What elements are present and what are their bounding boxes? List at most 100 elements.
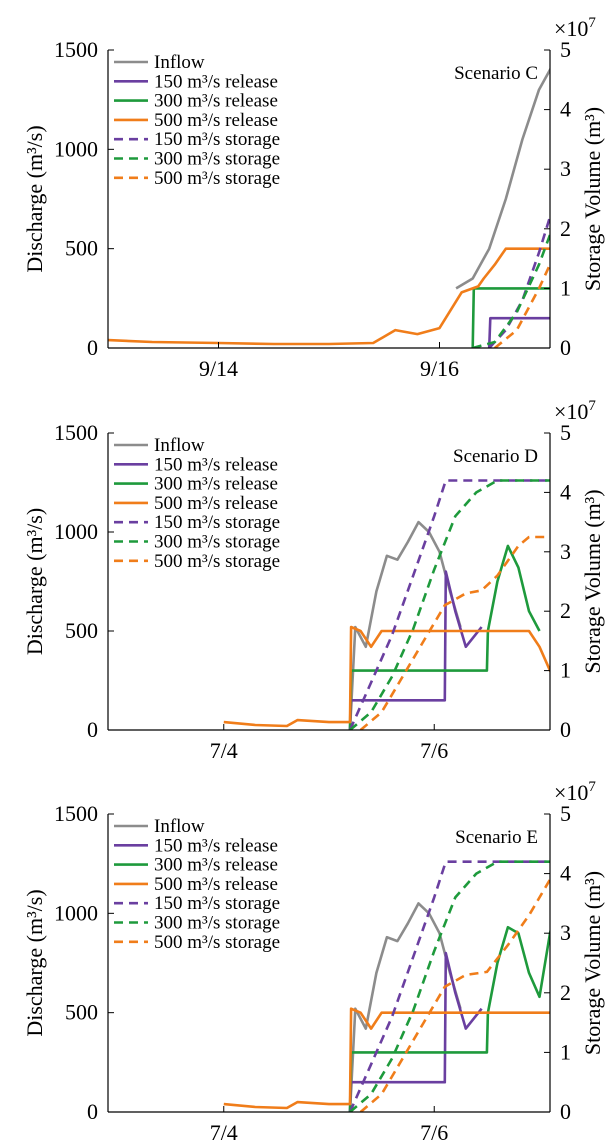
y-tick-label-left: 1000 <box>54 519 98 544</box>
x-tick-label: 7/4 <box>210 1120 238 1142</box>
y-tick-label-right: 1 <box>560 1039 571 1064</box>
legend-label-0: Inflow <box>154 816 205 837</box>
legend-label-4: 150 m³/s storage <box>154 893 280 914</box>
legend-label-6: 500 m³/s storage <box>154 932 280 953</box>
y-tick-label-right: 5 <box>560 801 571 826</box>
y-tick-label-right: 5 <box>560 37 571 62</box>
legend-label-5: 300 m³/s storage <box>154 149 280 170</box>
series-line-0 <box>455 67 550 290</box>
legend-label-0: Inflow <box>154 435 205 456</box>
y-axis-label-left: Discharge (m³/s) <box>22 508 47 655</box>
chart-panel-2: 7/47/67/8050010001500012345×107Discharge… <box>22 779 605 1142</box>
chart-panel-0: 9/149/169/18050010001500012345×107Discha… <box>22 15 605 381</box>
scenario-label: Scenario E <box>455 827 538 848</box>
y-tick-label-right: 2 <box>560 598 571 623</box>
legend-label-4: 150 m³/s storage <box>154 129 280 150</box>
x-tick-label: 7/6 <box>420 738 448 763</box>
x-tick-label: 7/6 <box>420 1120 448 1142</box>
legend-label-2: 300 m³/s release <box>154 855 278 876</box>
y-tick-label-left: 0 <box>87 717 98 742</box>
y-tick-label-left: 0 <box>87 1099 98 1124</box>
y-tick-label-right: 2 <box>560 216 571 241</box>
y-tick-label-right: 4 <box>560 97 571 122</box>
exponent-power: 7 <box>588 15 596 31</box>
legend-label-5: 300 m³/s storage <box>154 913 280 934</box>
y-tick-label-right: 1 <box>560 275 571 300</box>
y-tick-label-left: 500 <box>65 1000 98 1025</box>
legend-label-1: 150 m³/s release <box>154 835 278 856</box>
y-tick-label-right: 2 <box>560 980 571 1005</box>
y-tick-label-right: 0 <box>560 717 571 742</box>
exponent-power: 7 <box>588 398 596 414</box>
scenario-label: Scenario D <box>453 446 538 467</box>
legend-label-4: 150 m³/s storage <box>154 512 280 533</box>
exponent-power: 7 <box>588 779 596 795</box>
y-tick-label-left: 1000 <box>54 136 98 161</box>
series-line-6 <box>359 877 550 1112</box>
series-line-4 <box>348 860 550 1112</box>
legend-label-2: 300 m³/s release <box>154 91 278 112</box>
series-line-1 <box>487 316 550 348</box>
y-tick-label-right: 3 <box>560 539 571 564</box>
y-axis-label-right: Storage Volume (m³) <box>580 871 605 1055</box>
exponent-base: ×10 <box>554 780 588 805</box>
series-group <box>223 479 550 730</box>
scenario-label: Scenario C <box>454 63 538 84</box>
y-tick-label-right: 3 <box>560 920 571 945</box>
x-tick-label: 7/4 <box>210 738 238 763</box>
y-tick-label-right: 4 <box>560 861 571 886</box>
series-group <box>108 67 550 348</box>
y-axis-label-left: Discharge (m³/s) <box>22 125 47 272</box>
legend-label-3: 500 m³/s release <box>154 493 278 514</box>
series-line-5 <box>349 479 550 730</box>
legend-label-5: 300 m³/s storage <box>154 532 280 553</box>
legend-label-6: 500 m³/s storage <box>154 168 280 189</box>
y-tick-label-left: 500 <box>65 236 98 261</box>
series-line-0 <box>348 902 462 1112</box>
y-tick-label-left: 1500 <box>54 420 98 445</box>
series-line-5 <box>472 231 550 348</box>
y-axis-label-left: Discharge (m³/s) <box>22 889 47 1036</box>
series-line-6 <box>493 261 550 348</box>
exponent-base: ×10 <box>554 399 588 424</box>
x-tick-label: 9/16 <box>420 356 459 381</box>
y-tick-label-right: 5 <box>560 420 571 445</box>
series-line-2 <box>348 925 550 1112</box>
series-line-3 <box>108 247 550 346</box>
legend-label-3: 500 m³/s release <box>154 110 278 131</box>
y-tick-label-left: 0 <box>87 335 98 360</box>
series-line-0 <box>348 520 462 730</box>
series-line-4 <box>348 479 550 730</box>
y-tick-label-right: 4 <box>560 479 571 504</box>
y-tick-label-right: 3 <box>560 156 571 181</box>
y-axis-label-right: Storage Volume (m³) <box>580 107 605 291</box>
series-line-2 <box>471 287 550 348</box>
series-group <box>223 860 550 1112</box>
legend-label-6: 500 m³/s storage <box>154 551 280 572</box>
y-tick-label-left: 500 <box>65 618 98 643</box>
legend-label-0: Inflow <box>154 52 205 73</box>
legend-label-2: 300 m³/s release <box>154 474 278 495</box>
exponent-label: ×107 <box>554 15 596 41</box>
series-line-3 <box>223 1007 550 1110</box>
series-line-3 <box>223 625 550 728</box>
chart-panel-1: 7/47/67/8050010001500012345×107Discharge… <box>22 398 605 763</box>
y-tick-label-left: 1500 <box>54 37 98 62</box>
y-tick-label-right: 1 <box>560 658 571 683</box>
y-tick-label-left: 1000 <box>54 900 98 925</box>
exponent-base: ×10 <box>554 16 588 41</box>
legend-label-1: 150 m³/s release <box>154 71 278 92</box>
exponent-label: ×107 <box>554 779 596 805</box>
series-line-2 <box>348 544 541 730</box>
y-tick-label-left: 1500 <box>54 801 98 826</box>
legend-label-1: 150 m³/s release <box>154 454 278 475</box>
x-tick-label: 9/14 <box>199 356 238 381</box>
exponent-label: ×107 <box>554 398 596 424</box>
y-axis-label-right: Storage Volume (m³) <box>580 489 605 673</box>
legend-label-3: 500 m³/s release <box>154 874 278 895</box>
series-line-5 <box>349 860 550 1112</box>
